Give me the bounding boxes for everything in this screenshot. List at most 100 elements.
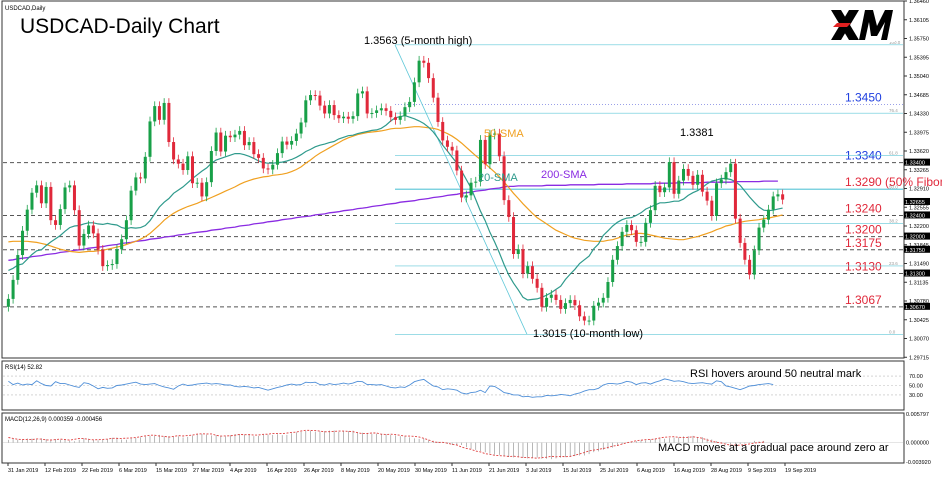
candle-body-down bbox=[521, 249, 525, 274]
candle-body-up bbox=[209, 151, 213, 183]
candle-body-up bbox=[115, 249, 119, 265]
candle-body-up bbox=[403, 107, 407, 117]
candle-body-down bbox=[261, 157, 265, 169]
candle-body-up bbox=[615, 246, 619, 260]
candle-body-down bbox=[422, 60, 426, 63]
candle-body-up bbox=[375, 110, 379, 113]
candle-body-up bbox=[601, 297, 605, 303]
macd-label: MACD(12,26,9) 0.000359 -0.000456 bbox=[5, 417, 103, 423]
x-tick-label: 22 Feb 2019 bbox=[82, 468, 113, 474]
x-tick-label: 31 Jan 2019 bbox=[8, 468, 38, 474]
candle-body-up bbox=[299, 122, 303, 134]
candle-body-down bbox=[427, 62, 431, 79]
candle-body-down bbox=[733, 163, 737, 219]
price-tag-box bbox=[904, 211, 930, 219]
macd-note: MACD moves at a gradual pace around zero… bbox=[658, 442, 889, 454]
candle-body-up bbox=[417, 60, 421, 83]
candle-body-up bbox=[587, 320, 591, 322]
y-tick-label: 1.33620 bbox=[909, 149, 929, 155]
x-tick-label: 27 Mar 2019 bbox=[193, 468, 224, 474]
price-axis: 1.36460 1.36105 1.35750 1.35395 1.35040 1.346… bbox=[904, 0, 930, 361]
price-tag-label: 1.32400 bbox=[905, 213, 925, 219]
price-panel bbox=[1, 0, 905, 359]
candle-body-down bbox=[578, 305, 582, 317]
fib-ratio-label: 50.0 bbox=[889, 185, 898, 190]
candle-body-up bbox=[526, 266, 530, 274]
candle-body-down bbox=[252, 142, 256, 155]
candle-body-up bbox=[214, 132, 218, 152]
candle-body-up bbox=[44, 186, 48, 204]
candle-body-up bbox=[82, 233, 86, 246]
candle-body-up bbox=[667, 162, 671, 188]
rsi-line bbox=[8, 378, 774, 398]
candle-body-down bbox=[219, 132, 223, 152]
peak-annotation: 1.3381 bbox=[680, 127, 714, 139]
candle-body-up bbox=[715, 183, 719, 216]
candle-body-up bbox=[549, 294, 553, 298]
price-tag-label: 1.31300 bbox=[905, 272, 925, 278]
rsi-note: RSI hovers around 50 neutral mark bbox=[690, 368, 862, 380]
candle-body-up bbox=[606, 281, 610, 298]
rsi-indicator: 70.00 50.00 30.00 bbox=[3, 374, 923, 399]
candle-body-down bbox=[91, 225, 95, 234]
price-tag-label: 1.32000 bbox=[905, 235, 925, 241]
candle-body-down bbox=[455, 150, 459, 171]
candle-body-down bbox=[72, 185, 76, 211]
x-tick-label: 16 Apr 2019 bbox=[267, 468, 297, 474]
high-annotation: 1.3563 (5-month high) bbox=[364, 35, 472, 47]
x-tick-label: 26 Apr 2019 bbox=[304, 468, 334, 474]
candle-body-down bbox=[384, 108, 388, 111]
candle-body-down bbox=[228, 135, 232, 138]
candle-body-up bbox=[342, 116, 346, 119]
candle-body-up bbox=[611, 259, 615, 282]
candle-body-up bbox=[195, 182, 199, 184]
candle-body-up bbox=[351, 116, 355, 119]
candle-body-up bbox=[766, 209, 770, 220]
candle-body-up bbox=[327, 105, 331, 114]
candle-body-up bbox=[488, 134, 492, 165]
macd-signal-line bbox=[8, 429, 764, 459]
rsi-tick-label: 70.00 bbox=[909, 374, 923, 380]
candle-body-down bbox=[266, 168, 270, 170]
sma20-label: 20-SMA bbox=[478, 172, 518, 184]
candle-body-down bbox=[200, 182, 204, 197]
fib-ratio-label: 100.0 bbox=[889, 40, 901, 45]
candle-body-down bbox=[393, 117, 398, 120]
price-tag-box bbox=[904, 232, 930, 240]
candle-body-up bbox=[186, 156, 190, 171]
candle-body-down bbox=[540, 287, 544, 307]
macd-tick-label: 0.000000 bbox=[906, 441, 929, 447]
candle-body-up bbox=[681, 168, 686, 181]
y-tick-label: 1.30780 bbox=[909, 299, 929, 305]
candle-body-down bbox=[530, 266, 534, 279]
candle-body-up bbox=[719, 179, 723, 184]
candle-body-down bbox=[559, 299, 563, 309]
candle-body-down bbox=[172, 142, 176, 160]
candle-body-up bbox=[563, 303, 567, 309]
price-tag-label: 1.33400 bbox=[905, 161, 925, 167]
candle-body-up bbox=[639, 241, 643, 243]
x-tick-label: 6 Mar 2019 bbox=[119, 468, 147, 474]
candle-body-up bbox=[124, 220, 128, 240]
x-tick-label: 4 Apr 2019 bbox=[230, 468, 257, 474]
candle-body-down bbox=[54, 220, 58, 225]
y-tick-label: 1.34685 bbox=[909, 93, 929, 99]
candle-body-up bbox=[275, 153, 279, 165]
candle-body-down bbox=[573, 299, 577, 306]
candle-body-down bbox=[672, 162, 676, 194]
price-tag-label: 1.31750 bbox=[905, 248, 925, 254]
candle-body-up bbox=[271, 164, 275, 170]
candle-body-up bbox=[21, 230, 25, 256]
sma50-label: 50-SMA bbox=[484, 128, 524, 140]
candle-body-up bbox=[68, 185, 72, 188]
candle-body-up bbox=[398, 116, 402, 120]
candle-body-down bbox=[630, 224, 634, 231]
candle-body-up bbox=[87, 225, 91, 234]
candle-body-down bbox=[507, 200, 511, 218]
x-tick-label: 21 Jun 2019 bbox=[489, 468, 519, 474]
y-tick-label: 1.31135 bbox=[909, 280, 928, 286]
candle-body-down bbox=[450, 146, 454, 151]
y-tick-label: 1.32200 bbox=[909, 224, 929, 230]
rsi-tick-label: 50.00 bbox=[909, 384, 923, 390]
candle-body-down bbox=[157, 106, 161, 120]
